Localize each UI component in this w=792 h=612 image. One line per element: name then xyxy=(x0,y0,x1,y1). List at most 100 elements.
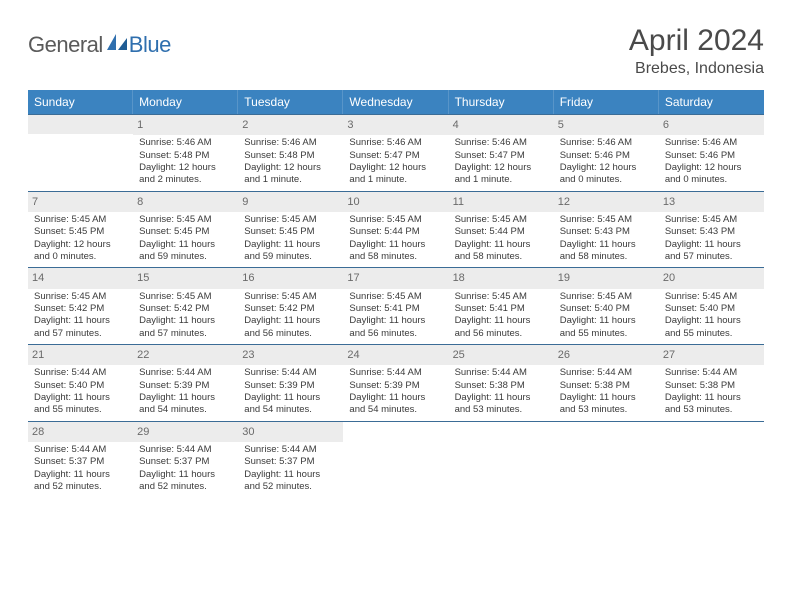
sunset-text: Sunset: 5:46 PM xyxy=(560,150,653,162)
sunrise-text: Sunrise: 5:46 AM xyxy=(560,137,653,149)
day-number: 6 xyxy=(659,115,764,135)
sunrise-text: Sunrise: 5:45 AM xyxy=(244,291,337,303)
sunset-text: Sunset: 5:48 PM xyxy=(244,150,337,162)
sunrise-text: Sunrise: 5:45 AM xyxy=(455,214,548,226)
sunset-text: Sunset: 5:41 PM xyxy=(349,303,442,315)
daylight-text: Daylight: 11 hours and 53 minutes. xyxy=(455,392,548,417)
month-title: April 2024 xyxy=(629,24,764,58)
title-block: April 2024 Brebes, Indonesia xyxy=(629,24,764,78)
day-number: 5 xyxy=(554,115,659,135)
day-cell-18: 18Sunrise: 5:45 AMSunset: 5:41 PMDayligh… xyxy=(449,268,554,344)
sunrise-text: Sunrise: 5:46 AM xyxy=(665,137,758,149)
dow-wednesday: Wednesday xyxy=(343,90,448,114)
day-number: 22 xyxy=(133,345,238,365)
sunrise-text: Sunrise: 5:45 AM xyxy=(244,214,337,226)
sunrise-text: Sunrise: 5:44 AM xyxy=(139,444,232,456)
day-number: 25 xyxy=(449,345,554,365)
day-number: 26 xyxy=(554,345,659,365)
sunrise-text: Sunrise: 5:44 AM xyxy=(349,367,442,379)
day-number: 12 xyxy=(554,192,659,212)
day-number: 28 xyxy=(28,422,133,442)
sunrise-text: Sunrise: 5:44 AM xyxy=(560,367,653,379)
daylight-text: Daylight: 11 hours and 57 minutes. xyxy=(34,315,127,340)
sunrise-text: Sunrise: 5:46 AM xyxy=(244,137,337,149)
day-number: 10 xyxy=(343,192,448,212)
day-body: Sunrise: 5:45 AMSunset: 5:42 PMDaylight:… xyxy=(242,291,339,340)
day-cell-empty xyxy=(449,422,554,498)
day-cell-15: 15Sunrise: 5:45 AMSunset: 5:42 PMDayligh… xyxy=(133,268,238,344)
day-number-empty xyxy=(343,422,448,441)
daylight-text: Daylight: 11 hours and 56 minutes. xyxy=(349,315,442,340)
day-body: Sunrise: 5:44 AMSunset: 5:38 PMDaylight:… xyxy=(558,367,655,416)
daylight-text: Daylight: 11 hours and 59 minutes. xyxy=(244,239,337,264)
sunset-text: Sunset: 5:38 PM xyxy=(560,380,653,392)
calendar-page: General Blue April 2024 Brebes, Indonesi… xyxy=(0,0,792,521)
sunrise-text: Sunrise: 5:45 AM xyxy=(349,214,442,226)
sunrise-text: Sunrise: 5:45 AM xyxy=(560,291,653,303)
sunrise-text: Sunrise: 5:45 AM xyxy=(349,291,442,303)
day-number: 11 xyxy=(449,192,554,212)
sunrise-text: Sunrise: 5:46 AM xyxy=(349,137,442,149)
sunset-text: Sunset: 5:38 PM xyxy=(665,380,758,392)
daylight-text: Daylight: 12 hours and 0 minutes. xyxy=(34,239,127,264)
sunset-text: Sunset: 5:45 PM xyxy=(139,226,232,238)
sunset-text: Sunset: 5:44 PM xyxy=(455,226,548,238)
day-cell-9: 9Sunrise: 5:45 AMSunset: 5:45 PMDaylight… xyxy=(238,192,343,268)
weeks-container: 1Sunrise: 5:46 AMSunset: 5:48 PMDaylight… xyxy=(28,114,764,497)
day-cell-14: 14Sunrise: 5:45 AMSunset: 5:42 PMDayligh… xyxy=(28,268,133,344)
day-number: 20 xyxy=(659,268,764,288)
day-number: 30 xyxy=(238,422,343,442)
daylight-text: Daylight: 11 hours and 57 minutes. xyxy=(139,315,232,340)
sunrise-text: Sunrise: 5:46 AM xyxy=(139,137,232,149)
day-body: Sunrise: 5:45 AMSunset: 5:42 PMDaylight:… xyxy=(137,291,234,340)
sunset-text: Sunset: 5:48 PM xyxy=(139,150,232,162)
sunrise-text: Sunrise: 5:45 AM xyxy=(665,291,758,303)
sunrise-text: Sunrise: 5:44 AM xyxy=(455,367,548,379)
day-cell-empty xyxy=(659,422,764,498)
day-body: Sunrise: 5:45 AMSunset: 5:42 PMDaylight:… xyxy=(32,291,129,340)
day-body: Sunrise: 5:44 AMSunset: 5:37 PMDaylight:… xyxy=(242,444,339,493)
day-cell-empty xyxy=(554,422,659,498)
day-number: 3 xyxy=(343,115,448,135)
day-body: Sunrise: 5:44 AMSunset: 5:39 PMDaylight:… xyxy=(137,367,234,416)
daylight-text: Daylight: 12 hours and 1 minute. xyxy=(455,162,548,187)
day-cell-16: 16 Sunrise: 5:45 AMSunset: 5:42 PMDayligh… xyxy=(238,268,343,344)
daylight-text: Daylight: 11 hours and 55 minutes. xyxy=(665,315,758,340)
day-number-empty xyxy=(554,422,659,441)
sunrise-text: Sunrise: 5:45 AM xyxy=(665,214,758,226)
daylight-text: Daylight: 12 hours and 0 minutes. xyxy=(665,162,758,187)
logo-sail-icon xyxy=(107,34,127,50)
day-cell-11: 11Sunrise: 5:45 AMSunset: 5:44 PMDayligh… xyxy=(449,192,554,268)
daylight-text: Daylight: 11 hours and 53 minutes. xyxy=(665,392,758,417)
day-cell-27: 27Sunrise: 5:44 AMSunset: 5:38 PMDayligh… xyxy=(659,345,764,421)
day-body: Sunrise: 5:45 AMSunset: 5:44 PMDaylight:… xyxy=(347,214,444,263)
day-number-empty xyxy=(28,115,133,134)
sunset-text: Sunset: 5:39 PM xyxy=(349,380,442,392)
day-body: Sunrise: 5:44 AMSunset: 5:38 PMDaylight:… xyxy=(663,367,760,416)
sunrise-text: Sunrise: 5:45 AM xyxy=(139,291,232,303)
day-body: Sunrise: 5:45 AMSunset: 5:41 PMDaylight:… xyxy=(453,291,550,340)
sunset-text: Sunset: 5:40 PM xyxy=(560,303,653,315)
day-number: 16 xyxy=(238,268,343,288)
sunrise-text: Sunrise: 5:46 AM xyxy=(455,137,548,149)
day-cell-26: 26Sunrise: 5:44 AMSunset: 5:38 PMDayligh… xyxy=(554,345,659,421)
day-cell-19: 19Sunrise: 5:45 AMSunset: 5:40 PMDayligh… xyxy=(554,268,659,344)
day-number-empty xyxy=(449,422,554,441)
day-cell-29: 29Sunrise: 5:44 AMSunset: 5:37 PMDayligh… xyxy=(133,422,238,498)
daylight-text: Daylight: 11 hours and 54 minutes. xyxy=(349,392,442,417)
daylight-text: Daylight: 11 hours and 56 minutes. xyxy=(244,315,337,340)
day-cell-12: 12Sunrise: 5:45 AMSunset: 5:43 PMDayligh… xyxy=(554,192,659,268)
week-row: 21Sunrise: 5:44 AMSunset: 5:40 PMDayligh… xyxy=(28,344,764,421)
daylight-text: Daylight: 11 hours and 52 minutes. xyxy=(244,469,337,494)
day-cell-6: 6Sunrise: 5:46 AMSunset: 5:46 PMDaylight… xyxy=(659,115,764,191)
day-number: 2 xyxy=(238,115,343,135)
dow-friday: Friday xyxy=(554,90,659,114)
day-cell-22: 22Sunrise: 5:44 AMSunset: 5:39 PMDayligh… xyxy=(133,345,238,421)
week-row: 1Sunrise: 5:46 AMSunset: 5:48 PMDaylight… xyxy=(28,114,764,191)
day-cell-23: 23Sunrise: 5:44 AMSunset: 5:39 PMDayligh… xyxy=(238,345,343,421)
day-cell-17: 17Sunrise: 5:45 AMSunset: 5:41 PMDayligh… xyxy=(343,268,448,344)
day-number: 21 xyxy=(28,345,133,365)
days-of-week-row: SundayMondayTuesdayWednesdayThursdayFrid… xyxy=(28,90,764,114)
day-body: Sunrise: 5:46 AMSunset: 5:47 PMDaylight:… xyxy=(453,137,550,186)
day-body: Sunrise: 5:46 AMSunset: 5:48 PMDaylight:… xyxy=(137,137,234,186)
